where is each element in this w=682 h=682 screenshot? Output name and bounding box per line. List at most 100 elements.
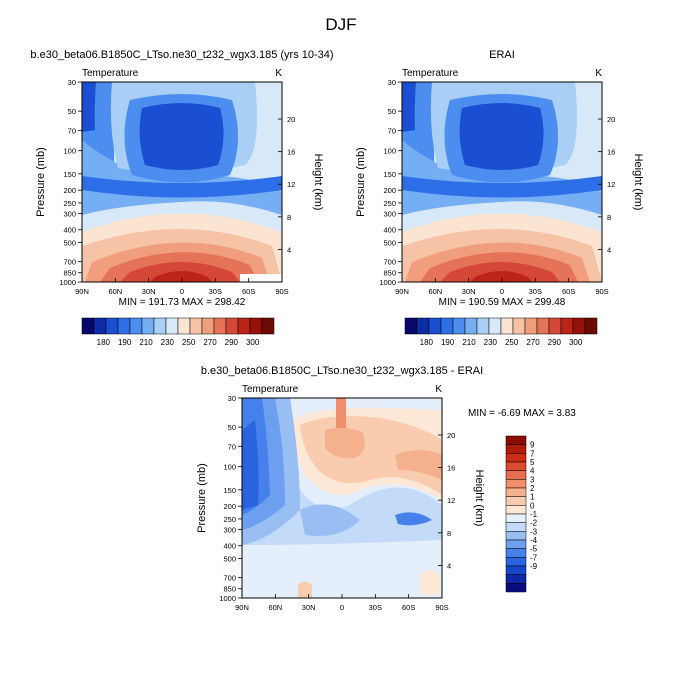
panel-difference-right-axis: 4 8 12 16 20	[438, 431, 455, 570]
band-upper-warm-4	[336, 398, 346, 428]
pressure-tick-label: 300	[63, 209, 76, 218]
panel-obs: ERAI Temperature K 305070100150200250300…	[355, 49, 644, 347]
latitude-tick-label: 0	[180, 287, 184, 296]
latitude-tick-label: 0	[500, 287, 504, 296]
colorbar-swatch	[141, 317, 155, 335]
colorbar-label: 0	[530, 501, 535, 510]
colorbar-label: -9	[530, 562, 538, 571]
colorbar-swatch	[261, 317, 275, 335]
colorbar-swatch	[165, 317, 179, 335]
pressure-tick-label: 500	[63, 238, 76, 247]
pressure-tick-label: 200	[223, 502, 236, 511]
pressure-tick-label: 400	[223, 542, 236, 551]
colorbar-swatch	[524, 317, 538, 335]
pressure-tick-label: 150	[223, 486, 236, 495]
latitude-tick-label: 90N	[395, 287, 409, 296]
latitude-tick-label: 60S	[242, 287, 255, 296]
colorbar-swatch	[505, 496, 527, 506]
band-cold-ring	[82, 176, 282, 198]
colorbar-swatch	[505, 470, 527, 480]
latitude-tick-label: 30S	[369, 603, 382, 612]
colorbar-swatch	[416, 317, 430, 335]
colorbar-label: 5	[530, 458, 535, 467]
colorbar-label: 180	[97, 338, 111, 347]
colorbar-label: 230	[484, 338, 498, 347]
colorbar-label: 290	[225, 338, 239, 347]
panel-difference-bottom-axis: 90N 60N 30N 0 30S 60S 90S	[235, 594, 449, 612]
colorbar-label: 210	[462, 338, 476, 347]
latitude-tick-label: 90S	[435, 603, 448, 612]
band-surface-warm	[420, 570, 440, 595]
colorbar-swatch	[505, 539, 527, 549]
pressure-tick-label: 300	[383, 209, 396, 218]
colorbar-swatch	[505, 505, 527, 515]
panel-obs-stats: MIN = 190.59 MAX = 299.48	[439, 297, 566, 308]
panel-obs-ylabel: Pressure (mb)	[355, 147, 367, 217]
colorbar-swatch	[560, 317, 574, 335]
panel-difference-ylabel: Pressure (mb)	[196, 463, 208, 533]
pressure-tick-label: 400	[63, 226, 76, 235]
height-tick-label: 12	[607, 180, 615, 189]
panel-difference-contour-field	[242, 398, 442, 598]
colorbar-swatch	[177, 317, 191, 335]
band-warm-5	[150, 271, 212, 282]
panel-difference-stats: MIN = -6.69 MAX = 3.83	[468, 408, 576, 419]
panel-obs-contour-field	[402, 82, 602, 282]
colorbar-swatch	[201, 317, 215, 335]
colorbar-swatch	[548, 317, 562, 335]
colorbar-swatch	[505, 574, 527, 584]
colorbar-label: -4	[530, 536, 538, 545]
pressure-tick-label: 50	[68, 107, 76, 116]
band-upper-warm-3	[325, 427, 365, 459]
latitude-tick-label: 90S	[275, 287, 288, 296]
colorbar-swatch	[93, 317, 107, 335]
height-tick-label: 12	[447, 496, 455, 505]
pressure-tick-label: 150	[383, 170, 396, 179]
latitude-tick-label: 90N	[235, 603, 249, 612]
panel-model-stats: MIN = 191.73 MAX = 298.42	[119, 297, 246, 308]
latitude-tick-label: 90N	[75, 287, 89, 296]
panel-obs-colorbar: 180 190 210 230 250 270 290 300	[404, 317, 598, 347]
colorbar-swatch	[505, 444, 527, 454]
colorbar-swatch	[505, 522, 527, 532]
colorbar-label: 270	[203, 338, 217, 347]
latitude-tick-label: 60N	[108, 287, 122, 296]
colorbar-label: 9	[530, 441, 535, 450]
colorbar-label: 250	[182, 338, 196, 347]
pressure-tick-label: 100	[63, 147, 76, 156]
panel-difference-right-label: Height (km)	[473, 470, 485, 527]
colorbar-swatch	[464, 317, 478, 335]
panel-obs-right-axis: 4 8 12 16 20	[598, 115, 615, 254]
colorbar-swatch	[153, 317, 167, 335]
panel-difference: b.e30_beta06.B1850C_LTso.ne30_t232_wgx3.…	[196, 365, 576, 612]
pressure-tick-label: 50	[228, 423, 236, 432]
pressure-tick-label: 500	[383, 238, 396, 247]
colorbar-swatch	[452, 317, 466, 335]
latitude-tick-label: 30S	[529, 287, 542, 296]
colorbar-label: 300	[246, 338, 260, 347]
latitude-tick-label: 90S	[595, 287, 608, 296]
panel-model-bottom-axis: 90N 60N 30N 0 30S 60S 90S	[75, 278, 289, 296]
pressure-tick-label: 30	[388, 78, 396, 87]
band-mid-cold	[300, 504, 360, 536]
pressure-tick-label: 30	[68, 78, 76, 87]
colorbar-swatch	[117, 317, 131, 335]
pressure-tick-label: 250	[383, 199, 396, 208]
colorbar-swatch	[81, 317, 95, 335]
panel-obs-units-label: K	[595, 68, 602, 79]
band-cold-ring	[402, 176, 602, 198]
colorbar-swatch	[476, 317, 490, 335]
height-tick-label: 20	[287, 115, 295, 124]
latitude-tick-label: 60N	[268, 603, 282, 612]
colorbar-swatch	[505, 565, 527, 575]
pressure-tick-label: 1000	[379, 278, 396, 287]
latitude-tick-label: 30S	[209, 287, 222, 296]
colorbar-label: 1	[530, 493, 535, 502]
colorbar-label: 4	[530, 467, 535, 476]
pressure-tick-label: 850	[63, 269, 76, 278]
figure-title: DJF	[325, 15, 356, 34]
